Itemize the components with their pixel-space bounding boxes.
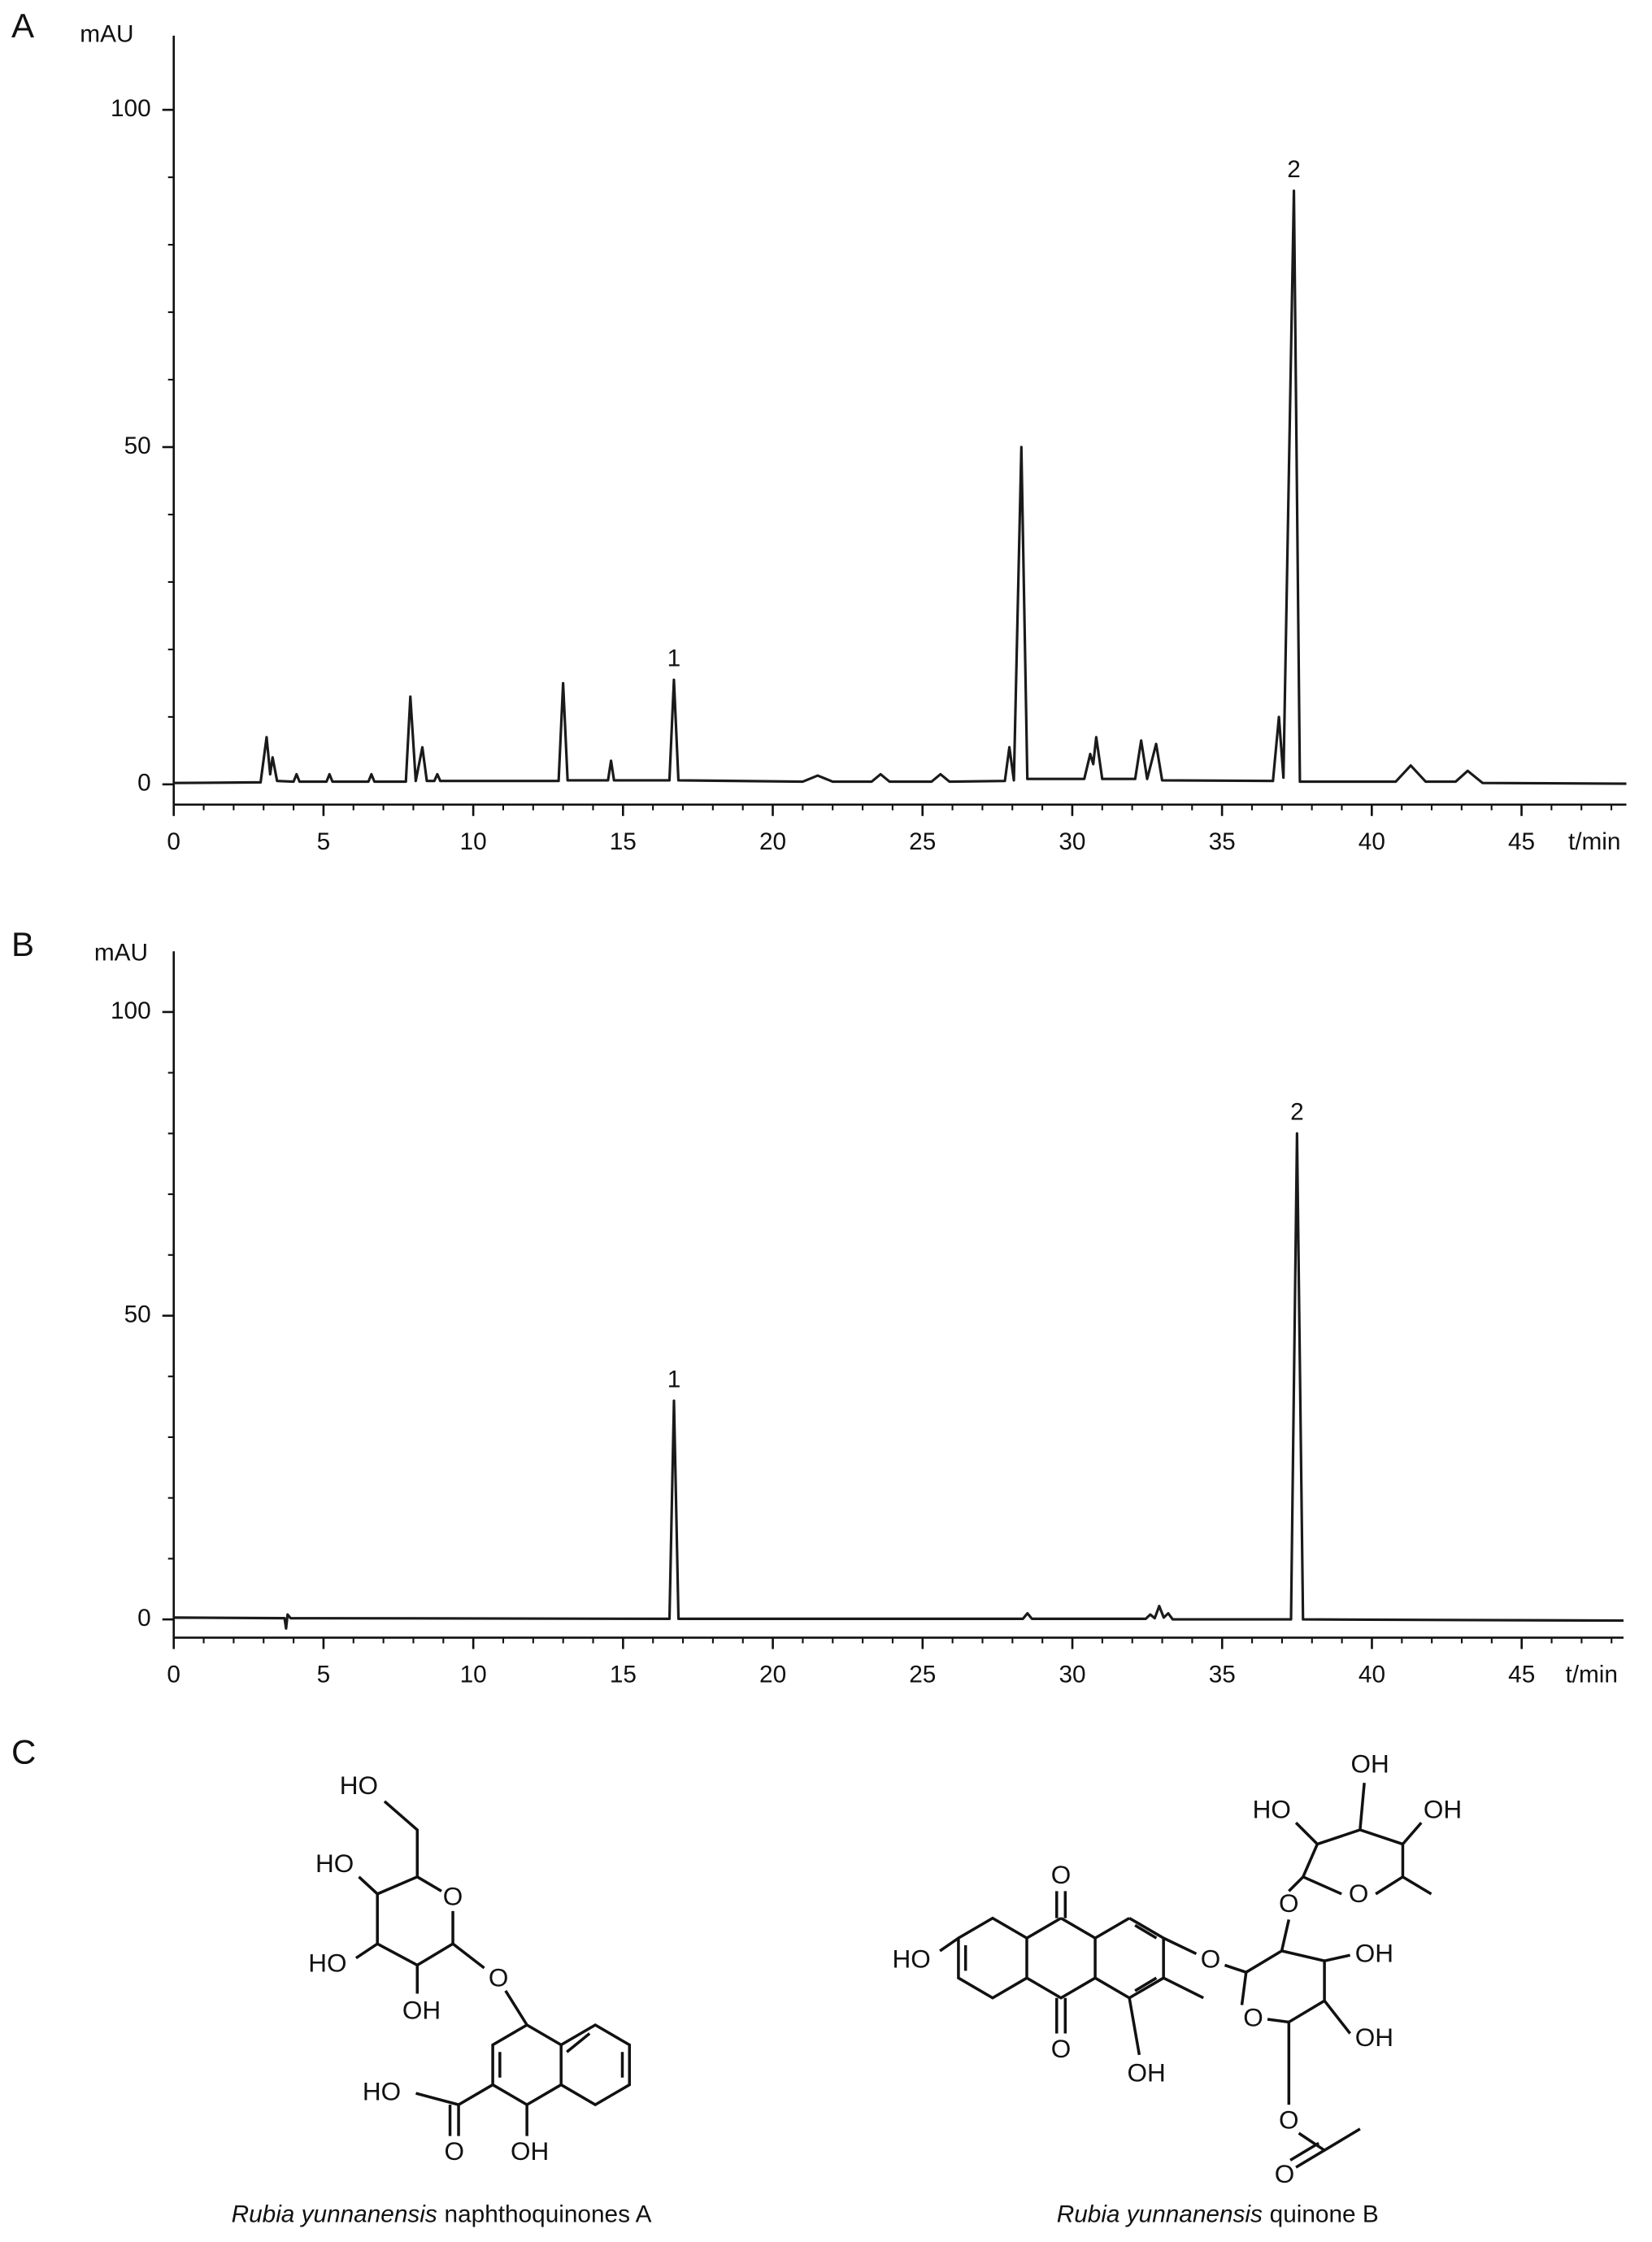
x-tick-label: 15 [610,1662,637,1688]
atom-label: OH [1424,1795,1462,1824]
x-tick-label: 20 [759,828,786,855]
y-tick-label: 100 [111,95,151,122]
x-tick-label: 0 [167,828,180,855]
atom-label: OH [1355,1938,1393,1967]
chromatogram-line [173,189,1627,785]
atom-label: OH [1355,2023,1393,2052]
compound-name-italic: Rubia yunnanensis [232,2201,437,2228]
atom-label: O [1279,1888,1299,1918]
bonds [939,1783,1432,2169]
x-tick-label: 5 [317,1662,331,1688]
atom-label: OH [1127,2058,1165,2088]
bonds [354,1800,632,2136]
x-tick-label: 0 [167,1662,180,1688]
x-tick-label: 5 [317,828,331,855]
atom-label: O [443,1881,463,1910]
atom-label: HO [892,1944,930,1973]
x-tick-label: 30 [1059,1662,1085,1688]
compound-name: Rubia yunnanensis naphthoquinones A [232,2201,652,2228]
y-tick-label: 0 [137,1605,151,1632]
atom-label: O [1349,1879,1369,1908]
peak-label: 1 [667,1366,681,1393]
atom-label: HO [340,1771,378,1800]
x-axis-label: t/min [1568,828,1621,855]
x-tick-label: 10 [460,828,487,855]
peak-label: 2 [1290,1099,1304,1126]
x-tick-label: 40 [1359,828,1385,855]
y-tick-label: 50 [124,432,151,459]
atom-label: OH [402,1996,441,2025]
panel-label: A [11,7,34,45]
x-tick-label: 30 [1059,828,1085,855]
atom-label: O [1051,2034,1072,2063]
atom-label: O [1051,1860,1072,1889]
x-tick-label: 15 [610,828,637,855]
y-axis-label: mAU [94,940,148,967]
atom-label: O [445,2136,465,2166]
y-tick-label: 100 [111,997,151,1024]
atom-label: O [1201,1944,1221,1973]
atom-label: O [1279,2105,1299,2134]
structure-a: HO HO O HO OH O HO O OH Rubia yunnanensi… [232,1771,652,2228]
y-axis-label: mAU [80,21,133,48]
compound-name-italic: Rubia yunnanensis [1057,2201,1263,2228]
x-tick-label: 10 [460,1662,487,1688]
x-tick-label: 25 [909,1662,936,1688]
panel-label: B [11,925,34,963]
atom-label: HO [308,1949,346,1978]
atom-label: OH [511,2136,549,2166]
atom-label: HO [315,1849,354,1878]
atom-label: O [1275,2159,1295,2188]
x-tick-label: 40 [1359,1662,1385,1688]
y-tick-label: 0 [137,770,151,797]
y-tick-label: 50 [124,1301,151,1327]
compound-name: Rubia yunnanensis quinone B [1057,2201,1379,2228]
atom-label: O [489,1962,509,1992]
x-tick-label: 35 [1209,828,1236,855]
chromatogram-line [173,1132,1624,1630]
peak-label: 2 [1287,156,1301,183]
x-axis-label: t/min [1565,1662,1618,1688]
compound-name-rest: naphthoquinones A [445,2201,652,2228]
compound-name-rest: quinone B [1270,2201,1379,2228]
peak-label: 1 [667,645,681,672]
atom-label: O [1243,2002,1263,2031]
x-tick-label: 20 [759,1662,786,1688]
atom-label: HO [1253,1795,1291,1824]
atom-label: OH [1351,1749,1389,1779]
panel-label: C [11,1732,36,1771]
structure-b: OH HO OH O O O HO O OH O OH O OH O O Rub… [892,1749,1462,2228]
x-tick-label: 35 [1209,1662,1236,1688]
x-tick-label: 45 [1508,1662,1535,1688]
x-tick-label: 25 [909,828,936,855]
atom-label: HO [363,2076,401,2105]
x-tick-label: 45 [1508,828,1535,855]
